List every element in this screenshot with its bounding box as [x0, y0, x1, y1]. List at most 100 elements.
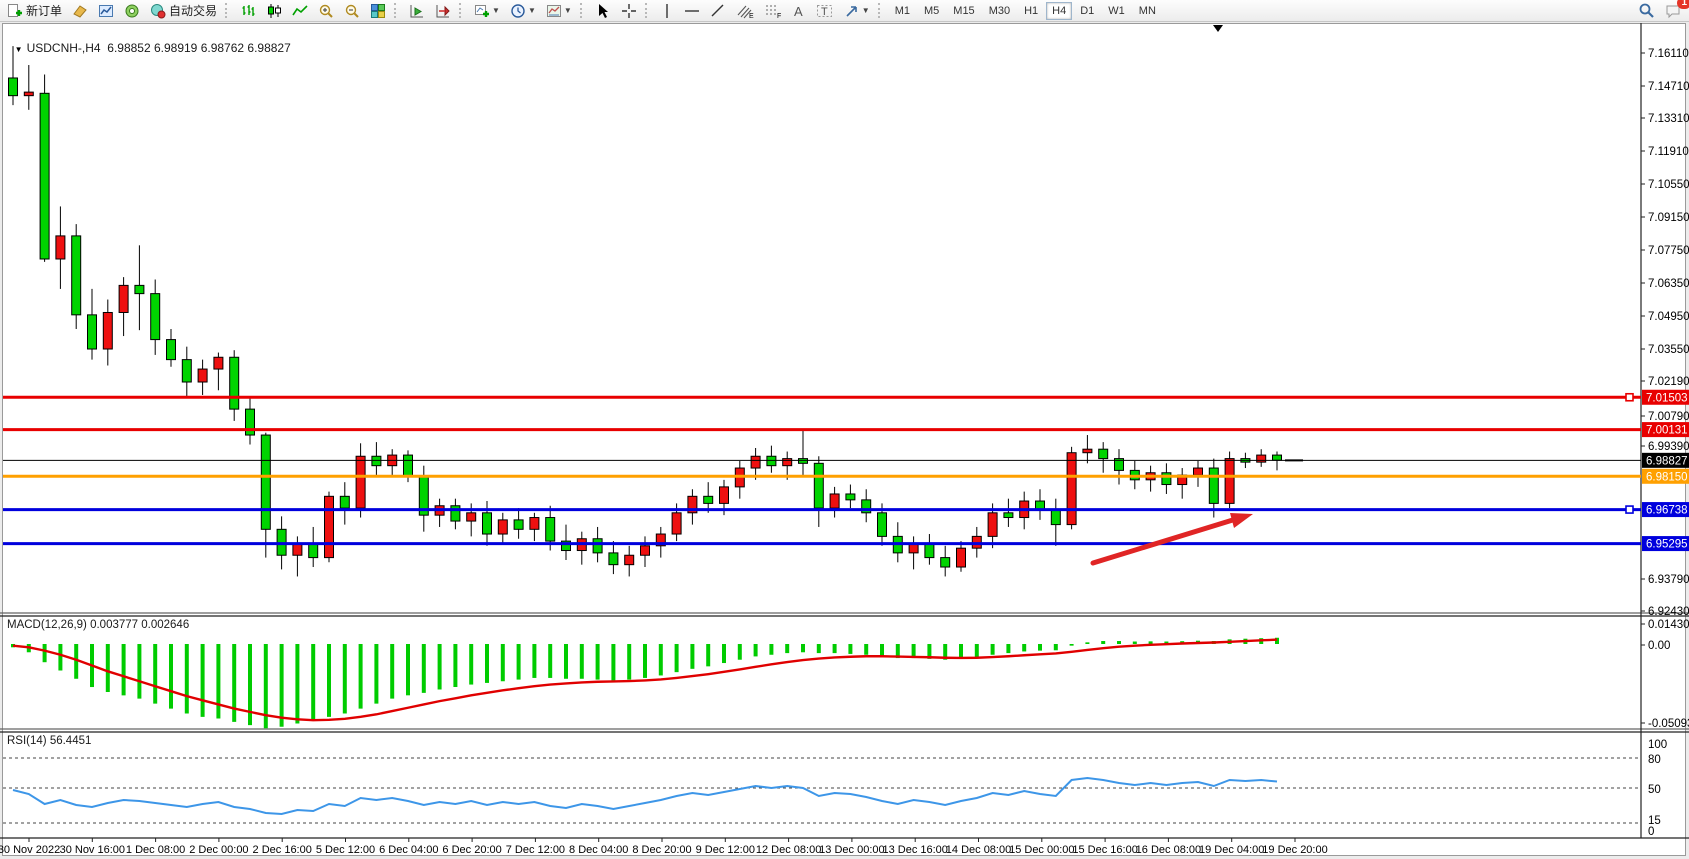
chart-shift-button[interactable] — [431, 0, 455, 22]
time-tick-label: 5 Dec 12:00 — [316, 844, 375, 856]
text-a-icon: A — [794, 4, 803, 19]
trend-arrow-head[interactable] — [1230, 513, 1253, 528]
price-level-handle[interactable] — [1625, 392, 1634, 402]
chart-title-dropdown-icon[interactable]: ▼ — [14, 45, 23, 54]
price-label-box — [1642, 536, 1689, 552]
equidistant-channel-tool[interactable]: E — [732, 0, 758, 22]
price-label-text: 6.96738 — [1646, 505, 1688, 517]
horizontal-line-icon — [684, 9, 699, 12]
price-tick-label: 7.06350 — [1648, 278, 1689, 290]
candle-body — [150, 293, 161, 341]
svg-text:T: T — [821, 6, 828, 18]
time-tick-label: 19 Dec 20:00 — [1262, 844, 1327, 856]
search-icon — [1639, 3, 1654, 18]
macd-axis-label: -0.050937 — [1648, 718, 1689, 730]
price-tick-label: 6.93790 — [1648, 574, 1689, 586]
indicators-button[interactable]: ▼ — [470, 0, 504, 22]
svg-text:F: F — [777, 13, 781, 19]
rsi-indicator-label: RSI(14) 56.4451 — [7, 735, 92, 747]
candle-body — [1208, 467, 1219, 504]
candle-body — [229, 356, 240, 410]
timeframe-d1[interactable]: D1 — [1080, 4, 1095, 17]
price-tick-label: 7.00790 — [1648, 411, 1689, 423]
arrows-tool[interactable]: ▼ — [840, 0, 874, 22]
zoom-out-button[interactable] — [340, 0, 364, 22]
rsi-line[interactable] — [12, 776, 1278, 816]
search-button[interactable] — [1634, 0, 1659, 22]
zoom-in-button[interactable] — [314, 0, 338, 22]
tile-windows-icon — [371, 3, 386, 18]
candle-body — [813, 462, 824, 509]
crosshair-button[interactable] — [617, 0, 641, 22]
navigator-button[interactable] — [120, 0, 144, 22]
fibonacci-tool[interactable]: F — [760, 0, 786, 22]
timeframe-mn[interactable]: MN — [1138, 4, 1156, 17]
data-window-button[interactable] — [94, 0, 118, 22]
crosshair-icon — [621, 3, 636, 18]
candle-body — [197, 368, 208, 383]
macd-signal-line[interactable] — [12, 638, 1278, 722]
price-tick-label: 7.14710 — [1648, 81, 1689, 93]
time-tick-label: 8 Dec 20:00 — [632, 844, 691, 856]
time-tick-label: 13 Dec 16:00 — [882, 844, 947, 856]
price-level-handle[interactable] — [1625, 505, 1634, 514]
vertical-line-tool[interactable] — [656, 0, 678, 22]
timeframe-w1[interactable]: W1 — [1108, 4, 1125, 17]
main-toolbar: 新订单 自动交易 — [0, 0, 1689, 22]
market-watch-button[interactable] — [68, 0, 92, 22]
candle-body — [166, 339, 176, 361]
line-chart-button[interactable] — [288, 0, 312, 22]
candle-body — [1114, 458, 1124, 471]
templates-button[interactable]: ▼ — [542, 0, 576, 22]
vertical-line-icon — [666, 3, 668, 18]
auto-scroll-button[interactable] — [405, 0, 429, 22]
horizontal-line-tool[interactable] — [680, 0, 704, 22]
candle-body — [798, 458, 808, 464]
candle-body — [339, 495, 350, 509]
candle-body — [608, 552, 619, 566]
timeframe-m1[interactable]: M1 — [894, 4, 910, 17]
bar-chart-button[interactable] — [236, 0, 260, 22]
time-tick-label: 2 Dec 00:00 — [189, 844, 248, 856]
candle-body — [845, 493, 856, 501]
time-tick-label: 8 Dec 04:00 — [569, 844, 628, 856]
candle-body — [403, 454, 413, 477]
candle-body — [545, 517, 556, 542]
tile-windows-button[interactable] — [366, 0, 390, 22]
candle-body — [355, 455, 366, 509]
periods-button[interactable]: ▼ — [506, 0, 540, 22]
time-tick-label: 15 Dec 16:00 — [1072, 844, 1137, 856]
toolbar-grip — [644, 3, 651, 18]
timeframe-m15[interactable]: M15 — [953, 4, 975, 17]
chart-shift-marker[interactable] — [1213, 25, 1223, 32]
notifications-button[interactable]: 1 — [1661, 0, 1689, 22]
templates-icon — [546, 4, 561, 17]
bar-chart-icon — [242, 4, 255, 16]
timeframe-h1[interactable]: H1 — [1024, 4, 1039, 17]
candle-body — [482, 512, 492, 535]
candle-body — [371, 455, 382, 467]
timeframe-m30[interactable]: M30 — [988, 4, 1011, 17]
text-label-tool[interactable]: T — [812, 0, 838, 22]
candlestick-chart-button[interactable] — [262, 0, 286, 22]
trendline-tool[interactable] — [706, 0, 730, 22]
cursor-button[interactable] — [591, 0, 615, 22]
candle-body — [118, 284, 129, 313]
price-tick-label: 7.04950 — [1648, 311, 1689, 323]
candle-body — [1050, 509, 1061, 526]
timeframe-m5[interactable]: M5 — [924, 4, 940, 17]
arrows-shapes-icon — [846, 5, 857, 17]
price-tick-label: 7.16110 — [1648, 48, 1689, 60]
data-window-icon — [99, 4, 114, 17]
candle-body — [87, 314, 97, 350]
candle-body — [245, 408, 255, 436]
price-label-box — [1642, 502, 1689, 518]
candle-body — [592, 538, 603, 554]
price-label-box — [1642, 422, 1689, 438]
text-tool[interactable]: A — [788, 0, 810, 22]
autotrading-button[interactable]: 自动交易 — [146, 0, 221, 22]
trend-arrow[interactable] — [1090, 516, 1239, 566]
timeframe-h4[interactable]: H4 — [1046, 1, 1073, 20]
new-order-button[interactable]: 新订单 — [3, 0, 66, 22]
